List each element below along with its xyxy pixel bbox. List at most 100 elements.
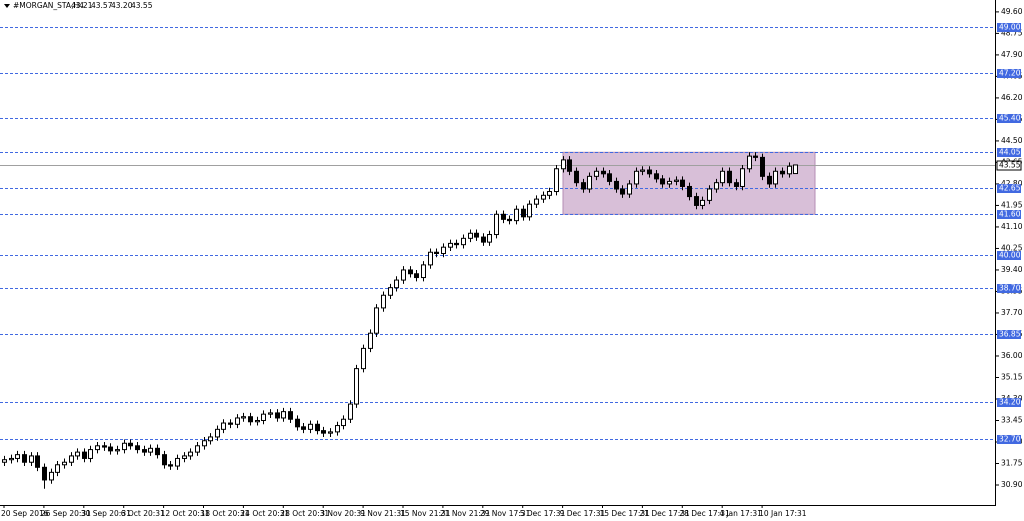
y-tick-label: 39.40: [1001, 265, 1023, 274]
level-label: 47.20: [999, 69, 1021, 78]
candle-body: [148, 447, 153, 453]
candle-body: [221, 422, 226, 430]
candle-body: [208, 436, 213, 442]
current-price-label: 43.55: [999, 161, 1021, 170]
candle-body: [295, 418, 300, 428]
candle-body: [168, 464, 173, 467]
x-tick-label: 18 Oct 20:31: [201, 509, 250, 518]
x-tick-label: 26 Sep 20:31: [41, 509, 91, 518]
candle-body: [587, 175, 592, 190]
header-low: 43.20: [111, 1, 133, 10]
candle-body: [281, 411, 286, 419]
x-tick-label: 15 Nov 21:31: [400, 509, 451, 518]
y-tick-label: 46.20: [1001, 93, 1023, 102]
candle-body: [727, 170, 732, 184]
candle-body: [674, 179, 679, 182]
x-tick-label: 6 Oct 20:31: [121, 509, 165, 518]
candle-body: [69, 455, 74, 463]
candle-body: [787, 165, 792, 175]
x-tick-label: 3 Nov 20:31: [320, 509, 366, 518]
candle-body: [361, 347, 366, 370]
candle-body: [654, 173, 659, 180]
x-tick-label: 21 Dec 17:31: [639, 509, 690, 518]
candle-body: [547, 191, 552, 196]
candle-body: [793, 164, 798, 175]
level-label: 36.85: [999, 330, 1021, 339]
level-label-box: [997, 251, 1021, 260]
candle-body: [261, 413, 266, 421]
candle-body: [128, 442, 133, 447]
candle-body: [454, 242, 459, 246]
menu-arrow[interactable]: [4, 4, 10, 8]
candle-layer: [2, 152, 798, 489]
candle-body: [115, 449, 120, 452]
candle-body: [301, 426, 306, 430]
y-tick-label: 37.70: [1001, 308, 1023, 317]
candle-body: [374, 307, 379, 334]
x-tick-label: 5 Dec 17:31: [520, 509, 566, 518]
level-label-box: [997, 284, 1021, 293]
candle-body: [95, 445, 100, 451]
candle-body: [694, 196, 699, 206]
level-label-box: [997, 398, 1021, 407]
candle-body: [428, 251, 433, 266]
candle-body: [215, 428, 220, 438]
x-tick-label: 9 Dec 17:31: [560, 509, 606, 518]
level-layer: [0, 27, 995, 440]
candle-body: [660, 178, 665, 185]
candle-body: [667, 180, 672, 185]
candle-body: [567, 159, 572, 172]
candle-body: [268, 412, 273, 415]
level-label: 41.60: [999, 210, 1021, 219]
candle-body: [461, 237, 466, 246]
candle-body: [175, 457, 180, 467]
candle-body: [255, 419, 260, 423]
y-tick-label: 41.10: [1001, 222, 1023, 231]
level-label-box: [997, 23, 1021, 32]
symbol: #MORGAN_STA,H4: [13, 1, 84, 10]
candle-body: [707, 188, 712, 201]
level-label-box: [997, 184, 1021, 193]
candle-body: [321, 430, 326, 434]
candle-body: [527, 203, 532, 218]
level-label: 32.70: [999, 435, 1021, 444]
candle-body: [594, 170, 599, 177]
level-label: 38.70: [999, 284, 1021, 293]
level-label-box: [997, 330, 1021, 339]
y-tick-label: 44.50: [1001, 136, 1023, 145]
candle-body: [394, 279, 399, 289]
candle-body: [474, 232, 479, 238]
candle-body: [162, 454, 167, 466]
candle-body: [75, 451, 80, 457]
level-label-box: [997, 114, 1021, 123]
candle-body: [49, 471, 54, 481]
y-tick-label: 48.75: [1001, 28, 1023, 37]
level-label-box: [997, 210, 1021, 219]
candle-body: [235, 417, 240, 425]
candle-body: [481, 236, 486, 243]
candle-body: [747, 155, 752, 170]
candle-body: [328, 431, 333, 434]
current-price-box: [996, 160, 1022, 171]
candle-body: [62, 461, 67, 466]
x-tick-label: 30 Sep 20:31: [81, 509, 131, 518]
candle-body: [408, 269, 413, 275]
candle-body: [634, 170, 639, 185]
candle-body: [354, 368, 359, 405]
candle-body: [335, 425, 340, 433]
candle-body: [248, 416, 253, 423]
candle-body: [614, 180, 619, 190]
header-open: 43.21: [71, 1, 93, 10]
candle-body: [2, 459, 7, 463]
candle-body: [767, 175, 772, 185]
candle-body: [581, 182, 586, 190]
y-tick-label: 36.00: [1001, 351, 1023, 360]
candle-body: [241, 416, 246, 419]
candle-body: [514, 208, 519, 222]
candle-body: [42, 466, 47, 481]
y-tick-label: 49.60: [1001, 7, 1023, 16]
candle-body: [487, 234, 492, 243]
x-tick-label: 4 Jan 17:31: [719, 509, 762, 518]
